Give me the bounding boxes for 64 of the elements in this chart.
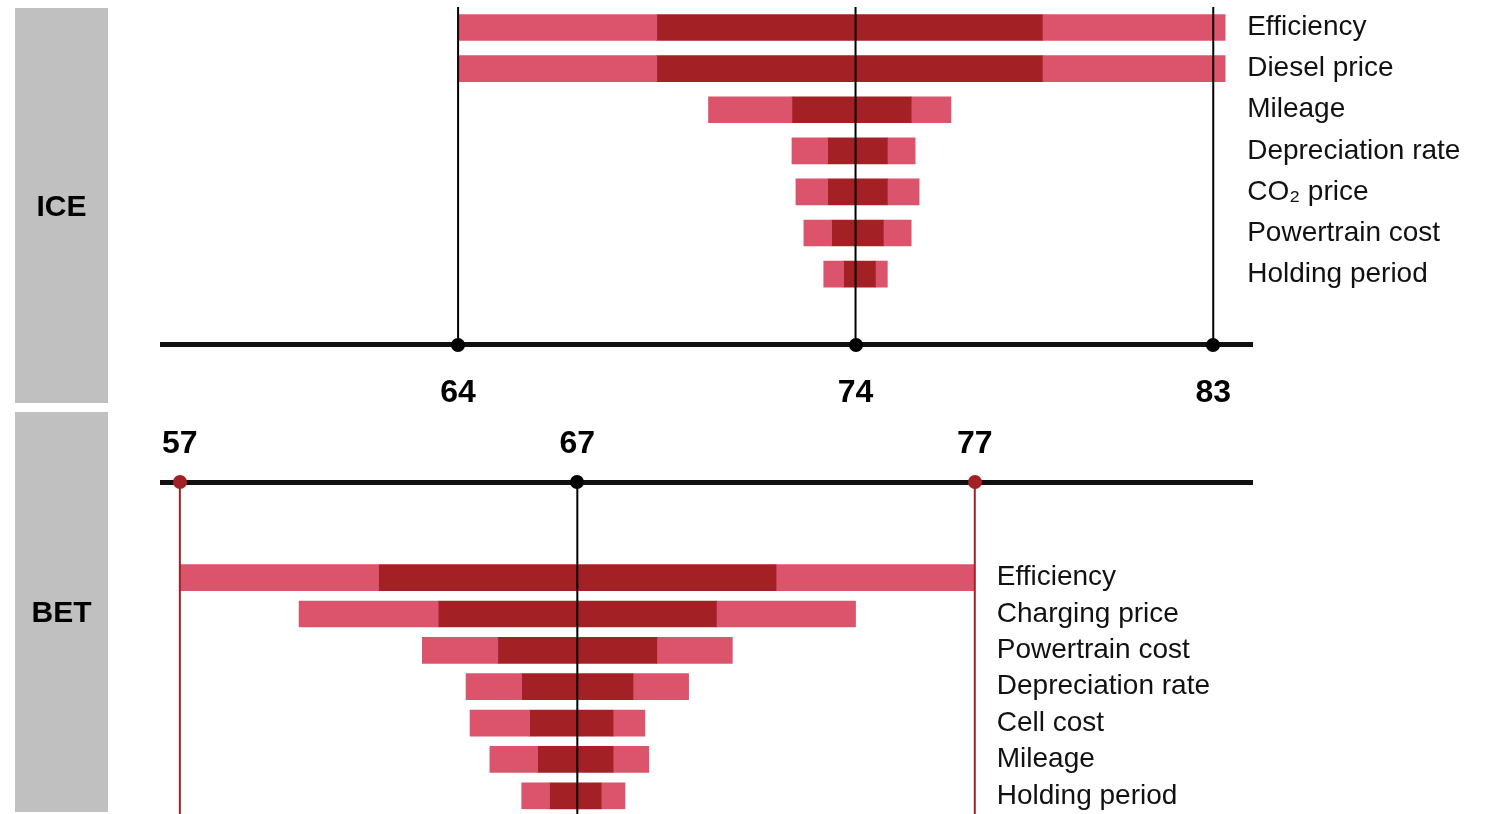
y-tick-label: Depreciation rate [1247,133,1461,165]
bar [791,96,912,124]
y-tick-label: Powertrain cost [996,633,1190,665]
bar [600,782,626,810]
bar [378,564,777,591]
bar [823,260,844,288]
bar [803,219,833,247]
y-tick-label: Cell cost [996,705,1105,737]
bar [497,637,658,664]
text: ICE [15,8,108,403]
bar [632,673,689,701]
y-tick-label: Depreciation rate [996,669,1211,701]
bar [612,746,650,773]
bar [875,260,888,288]
y-tick-label: CO₂ price [1247,174,1369,206]
bar [775,564,976,591]
bar [708,96,793,124]
y-tick-label: Efficiency [1247,10,1367,42]
bar [537,746,614,773]
bar [437,600,717,628]
bar [791,137,829,165]
text: BET [15,412,108,812]
bar [457,14,658,41]
bar [1042,14,1226,41]
bar [795,178,829,206]
y-tick-label: Holding period [1247,256,1428,288]
y-tick-label: Mileage [996,742,1095,774]
x-tick-label: 64 [440,372,477,409]
bar [1042,55,1226,82]
bar [298,600,439,628]
bar [465,673,523,701]
bar [656,14,1043,41]
bar [489,746,538,773]
bar [887,137,916,165]
bar [529,709,614,737]
x-tick-label: 83 [1195,372,1232,409]
y-tick-label: Efficiency [996,560,1117,592]
x-tick-label: 77 [956,424,993,461]
bar [469,709,530,737]
bar [883,219,912,247]
x-tick-label: 67 [559,424,596,461]
y-tick-label: Diesel price [1247,51,1394,83]
bar [656,55,1043,82]
x-tick-label: 74 [837,372,874,409]
bar [521,782,550,810]
y-tick-label: Charging price [996,596,1179,628]
bar [843,260,876,288]
x-tick-label: 57 [162,424,198,461]
bar [179,564,379,591]
bar [831,219,884,247]
bar [549,782,602,810]
y-tick-label: Holding period [996,778,1178,810]
bar [521,673,634,701]
y-tick-label: Powertrain cost [1247,215,1441,247]
bar [457,55,658,82]
bar [656,637,733,664]
bar [421,637,499,664]
bar [910,96,952,124]
bar [827,137,888,165]
bar [716,600,856,628]
y-tick-label: Mileage [1247,92,1346,124]
bar [887,178,920,206]
bar [827,178,888,206]
bar [612,709,646,737]
